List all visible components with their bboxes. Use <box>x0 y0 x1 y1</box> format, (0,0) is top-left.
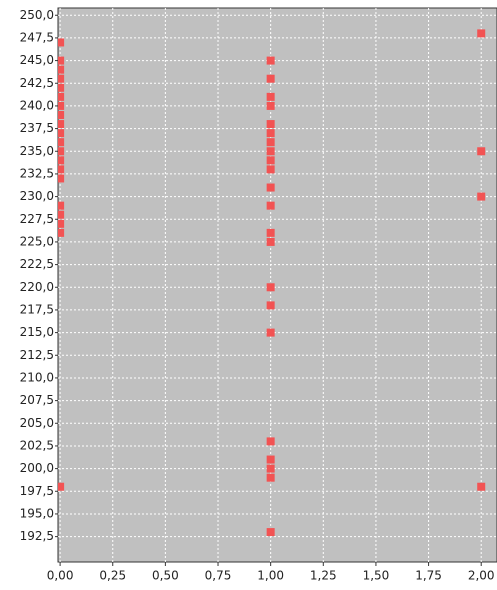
point <box>266 455 275 464</box>
point <box>58 219 65 228</box>
y-tick-label: 240,0 <box>20 98 54 112</box>
y-tick-label: 210,0 <box>20 370 54 384</box>
point <box>58 228 65 237</box>
x-tick-label: 0,25 <box>99 569 126 583</box>
x-tick-label: 0,75 <box>205 569 232 583</box>
point <box>58 156 65 165</box>
y-tick-label: 202,5 <box>20 438 54 452</box>
y-tick-label: 222,5 <box>20 257 54 271</box>
y-tick-label: 195,0 <box>20 506 54 520</box>
point <box>266 165 275 174</box>
point <box>266 228 275 237</box>
point <box>266 473 275 482</box>
point <box>58 174 65 183</box>
point <box>58 482 65 491</box>
y-tick-label: 250,0 <box>20 8 54 22</box>
point <box>266 183 275 192</box>
y-tick-label: 200,0 <box>20 461 54 475</box>
point <box>266 56 275 65</box>
point <box>266 74 275 83</box>
point <box>58 74 65 83</box>
point <box>266 464 275 473</box>
point <box>266 138 275 147</box>
x-tick-label: 1,00 <box>257 569 284 583</box>
point <box>477 147 486 156</box>
point <box>58 101 65 110</box>
point <box>266 283 275 292</box>
y-tick-label: 217,5 <box>20 302 54 316</box>
y-tick-label: 247,5 <box>20 30 54 44</box>
point <box>58 147 65 156</box>
y-tick-label: 232,5 <box>20 166 54 180</box>
point <box>266 129 275 138</box>
point <box>266 201 275 210</box>
point <box>266 156 275 165</box>
point <box>266 528 275 537</box>
y-tick-label: 212,5 <box>20 348 54 362</box>
y-tick-label: 245,0 <box>20 53 54 67</box>
y-tick-label: 192,5 <box>20 529 54 543</box>
point <box>58 201 65 210</box>
y-tick-label: 230,0 <box>20 189 54 203</box>
y-tick-label: 220,0 <box>20 280 54 294</box>
point <box>266 437 275 446</box>
point <box>58 56 65 65</box>
point <box>266 92 275 101</box>
x-tick-label: 0,00 <box>47 569 74 583</box>
grid <box>55 8 497 566</box>
point <box>58 120 65 129</box>
labels: 192,5 195,0 197,5 200,0 202,5 205,0 207,5 210,0… <box>20 8 495 583</box>
point <box>58 38 65 47</box>
y-tick-label: 225,0 <box>20 234 54 248</box>
point <box>58 83 65 92</box>
y-tick-label: 197,5 <box>20 484 54 498</box>
x-tick-label: 0,50 <box>152 569 179 583</box>
x-tick-label: 1,25 <box>310 569 337 583</box>
x-tick-label: 1,75 <box>415 569 442 583</box>
y-tick-label: 235,0 <box>20 144 54 158</box>
point <box>58 165 65 174</box>
y-tick-label: 242,5 <box>20 76 54 90</box>
point <box>58 92 65 101</box>
y-tick-label: 205,0 <box>20 416 54 430</box>
y-tick-label: 237,5 <box>20 121 54 135</box>
point <box>266 120 275 129</box>
point <box>58 138 65 147</box>
point <box>266 328 275 337</box>
point <box>58 65 65 74</box>
point <box>58 129 65 138</box>
y-tick-label: 207,5 <box>20 393 54 407</box>
point <box>477 29 486 38</box>
y-tick-label: 227,5 <box>20 212 54 226</box>
point <box>477 482 486 491</box>
point <box>266 147 275 156</box>
plot-area <box>57 7 497 563</box>
point <box>266 237 275 246</box>
point <box>477 192 486 201</box>
marks <box>58 29 486 537</box>
x-tick-label: 2,00 <box>468 569 495 583</box>
point <box>58 110 65 119</box>
point <box>266 101 275 110</box>
point <box>58 210 65 219</box>
y-tick-label: 215,0 <box>20 325 54 339</box>
x-tick-label: 1,50 <box>363 569 390 583</box>
point <box>266 301 275 310</box>
